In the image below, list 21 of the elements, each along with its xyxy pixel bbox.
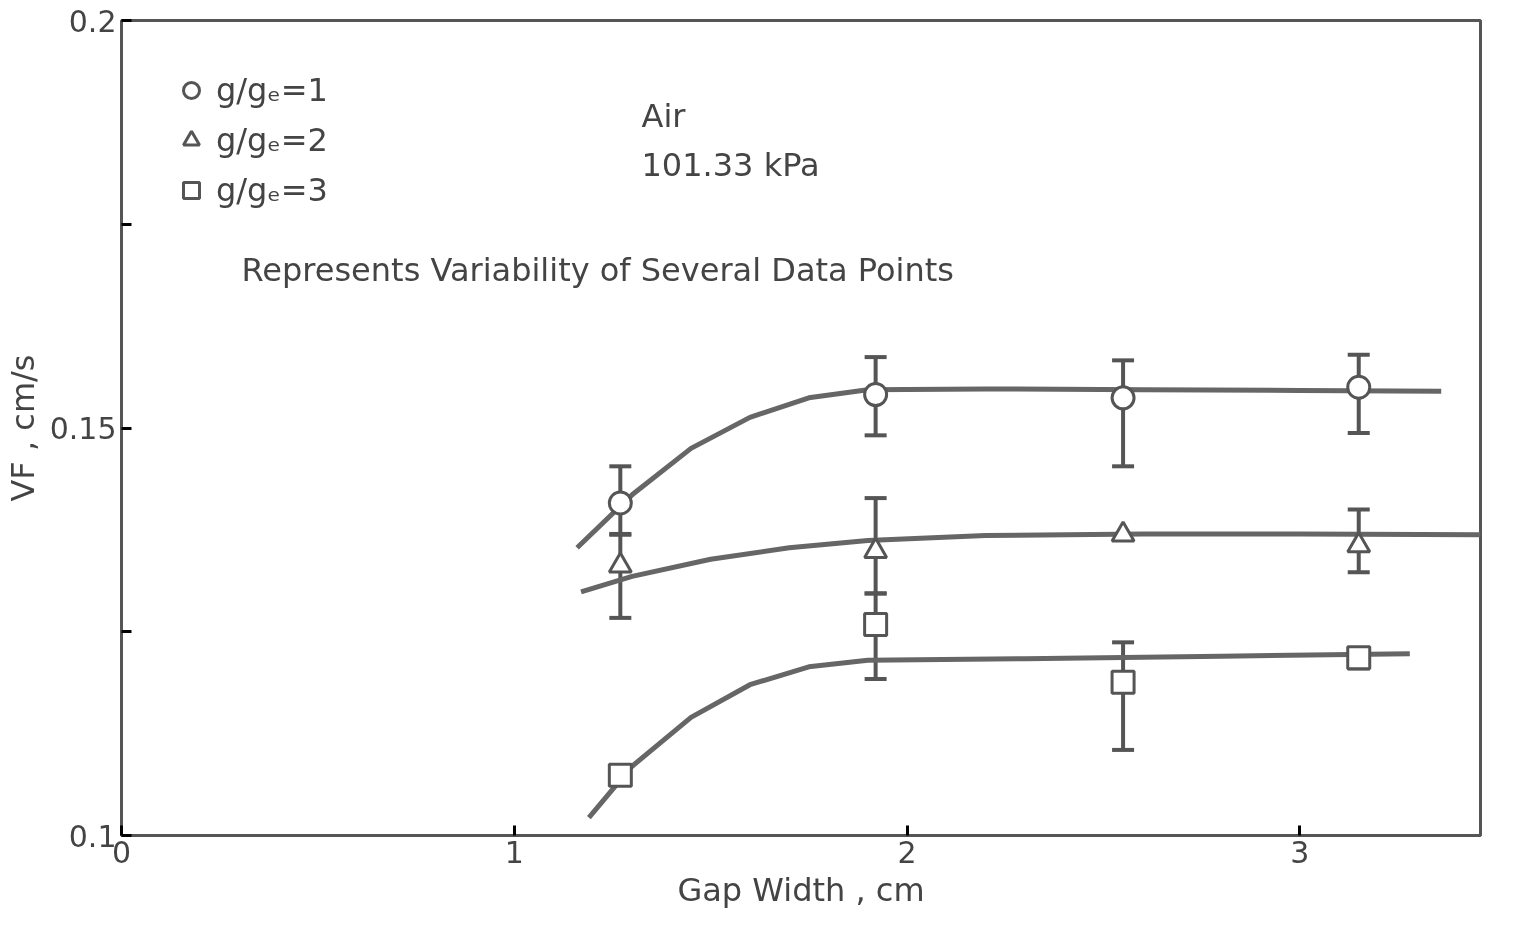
point	[1346, 374, 1372, 400]
legend-label: g/gₑ=3	[216, 171, 328, 209]
x-tick-label: 1	[504, 834, 524, 870]
point	[863, 611, 889, 637]
point	[863, 382, 889, 408]
annotation: Represents Variability of Several Data Points	[241, 251, 954, 290]
x-tick-label: 2	[897, 834, 917, 870]
y-tick-label: 0.15	[49, 411, 117, 446]
annotation: 101.33 kPa	[641, 145, 820, 184]
y-axis-title: VF , cm/s	[3, 354, 42, 502]
x-tick-label: 3	[1290, 834, 1310, 870]
x-axis-title: Gap Width , cm	[677, 870, 925, 909]
point	[1110, 385, 1136, 411]
point	[607, 762, 633, 788]
legend-label: g/gₑ=2	[216, 121, 328, 159]
y-tick-label: 0.2	[68, 3, 117, 39]
point	[1346, 645, 1372, 671]
legend-label: g/gₑ=1	[216, 71, 328, 109]
point	[1110, 669, 1136, 695]
point	[607, 490, 633, 516]
annotation: Air	[641, 96, 687, 135]
